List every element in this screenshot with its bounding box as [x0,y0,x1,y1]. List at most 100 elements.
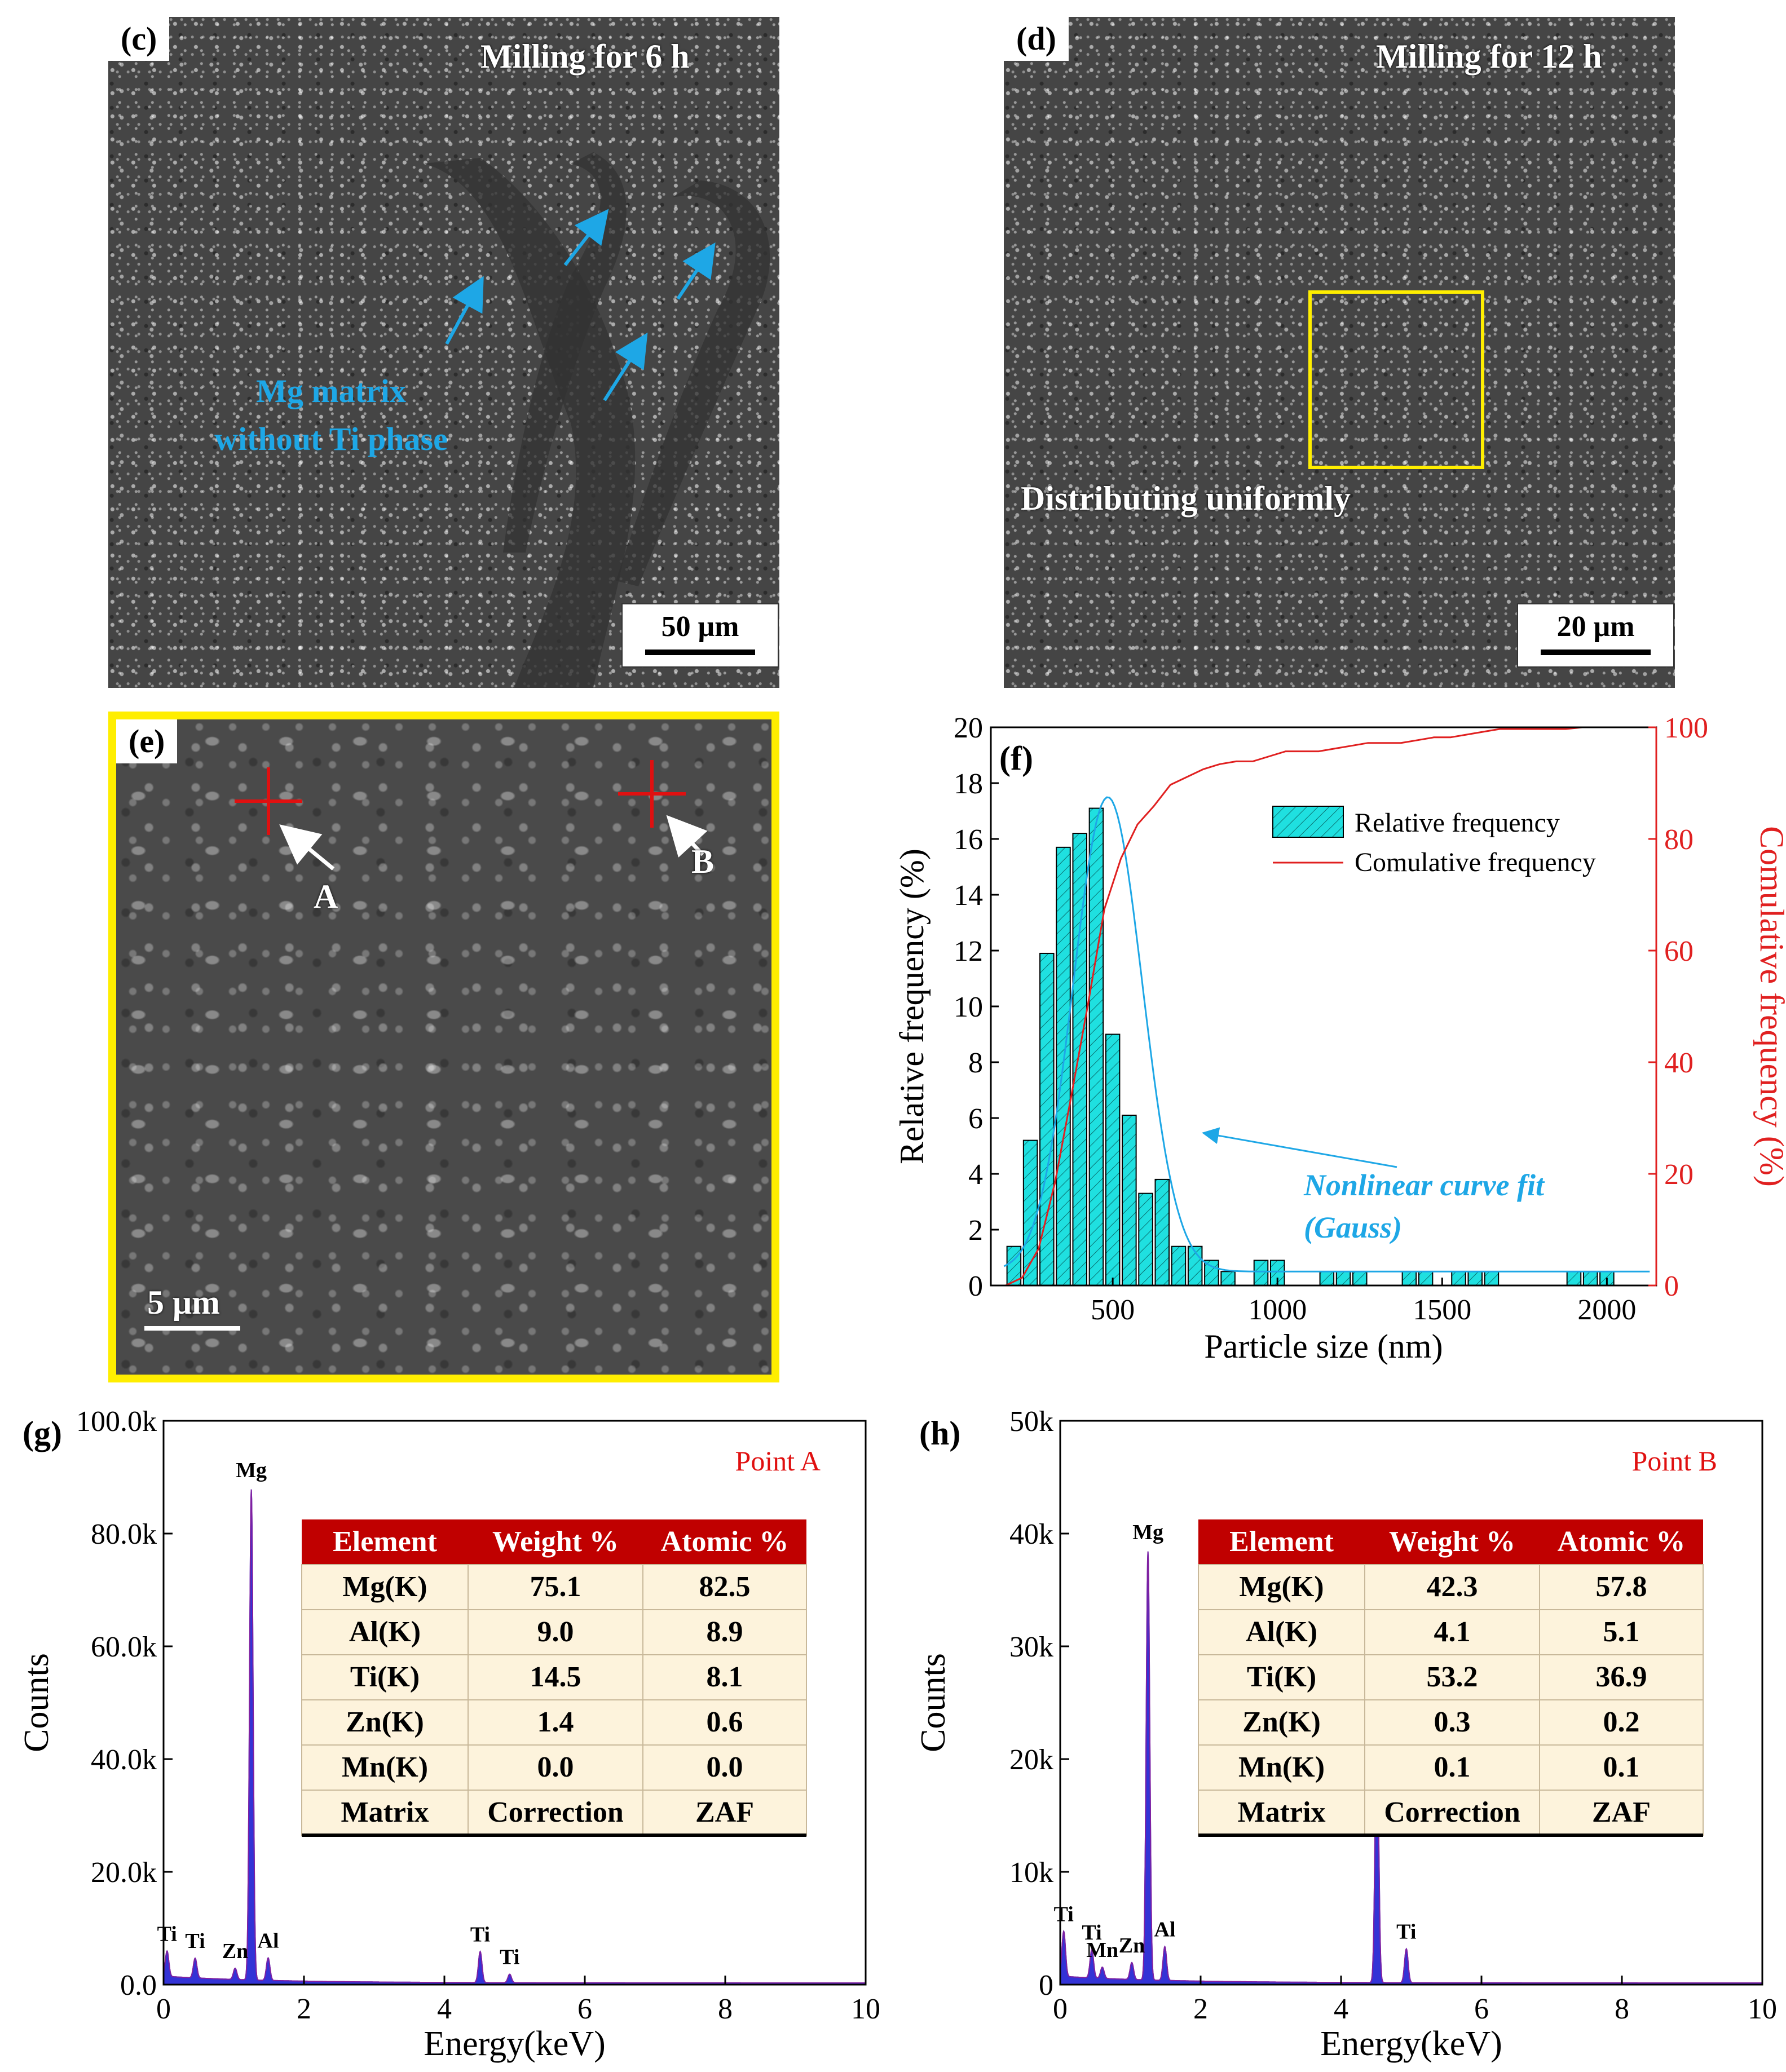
peak-label: Ti [1054,1902,1074,1926]
ytick-label-f: 18 [954,768,983,800]
point-a-label: A [314,878,338,915]
ytick-label-f: 12 [954,935,983,967]
crosshair-a [235,767,302,835]
histogram-bar [1138,1192,1153,1287]
histogram-bar [1253,1260,1269,1287]
legend-bar-swatch [1272,806,1344,838]
panel-label-e: (e) [116,719,178,763]
table-cell: Al(K) [1246,1616,1317,1648]
ytick-label-f: 16 [954,824,983,856]
panel-label-f: (f) [999,740,1033,777]
histogram-bar [1335,1271,1351,1286]
table-cell: Matrix [341,1796,429,1828]
arrow-b [666,815,708,858]
crosshair-b [618,760,686,828]
legend-relative: Relative frequency [1355,808,1560,838]
peak-label: Mg [1132,1521,1163,1544]
ytick-label: 0.0 [120,1969,157,2002]
table-cell: 0.1 [1434,1751,1471,1783]
table-row [1198,1654,1704,1700]
ylabel-right-f: Comulative frequency (%) [1753,826,1786,1187]
xtick-label: 0 [156,1993,171,2025]
point-title: Point A [735,1445,821,1477]
histogram-bar [1171,1245,1187,1287]
scalebar-d: 20 μm [1517,603,1674,668]
histogram-bar [1122,1115,1137,1286]
xtick-label: 4 [1334,1993,1348,2025]
xtick-label: 6 [577,1993,592,2025]
point-title: Point B [1632,1445,1717,1477]
xtick-label-f: 1500 [1413,1294,1471,1326]
xtick-label: 4 [437,1993,452,2025]
histogram-bar [1451,1271,1466,1286]
table-cell: 1.4 [537,1706,574,1738]
ytick-label: 50k [1009,1406,1053,1438]
ytick-label-f: 4 [968,1159,983,1191]
table-cell: Matrix [1238,1796,1326,1828]
ytick-right-label-f: 60 [1664,935,1694,967]
peak-label: Zn [222,1940,248,1963]
table-cell: 0.6 [707,1706,743,1738]
table-header-row [1198,1519,1703,1565]
table-cell: Al(K) [349,1616,421,1648]
peak-label: Ti [185,1929,205,1953]
histogram-bar [1220,1271,1236,1286]
ytick-label: 100.0k [76,1406,157,1438]
table-row [301,1654,807,1700]
annotation-d: Distributing uniformly [1021,480,1351,517]
ytick-label: 40.0k [91,1744,157,1776]
ytick-right-label-f: 80 [1664,824,1694,856]
peak-label: Ti [157,1922,177,1946]
annotation-c-line1: Mg matrix [256,373,406,409]
table-row [301,1564,807,1610]
xtick-label: 0 [1053,1993,1068,2025]
histogram-bar [1319,1271,1335,1286]
peak-label: Ti [470,1923,490,1946]
table-cell: Correction [1384,1796,1520,1828]
scalebar-c-label: 50 μm [661,611,739,643]
condition-c: Milling for 6 h [480,38,690,75]
histogram-bar [1088,807,1104,1287]
ytick-right-label-f: 0 [1664,1270,1679,1302]
table-header-cell: Element [333,1526,438,1558]
ylabel-f: Relative frequency (%) [893,849,931,1164]
table-cell: 36.9 [1596,1661,1647,1693]
xtick-label: 6 [1474,1993,1489,2025]
table-cell: Mg(K) [342,1571,427,1603]
table-cell: Correction [487,1796,624,1828]
table-cell: 8.1 [707,1661,743,1693]
peak-label: Ti [1396,1920,1416,1944]
peak-label: Zn [1119,1934,1145,1958]
table-cell: 82.5 [699,1571,751,1603]
ytick-label: 40k [1009,1518,1053,1550]
ytick-label: 80.0k [91,1518,157,1550]
table-cell: 9.0 [537,1616,574,1648]
histogram-bar [1039,952,1055,1286]
table-cell: 42.3 [1427,1571,1478,1603]
histogram-bar [1418,1271,1434,1286]
xtick-label: 2 [1193,1993,1208,2025]
histogram-bar [1072,833,1087,1287]
ytick-right-label-f: 20 [1664,1159,1694,1191]
ylabel: Counts [17,1653,56,1752]
table-cell: 57.8 [1596,1571,1647,1603]
plot-frame [1059,1420,1763,1986]
histogram-bar [1352,1271,1368,1286]
peak-label: Al [258,1929,279,1953]
chart-f: 0 2 4 6 8 10 12 14 16 18 20 0 20 40 60 80 100 500 1000 1500… [893,712,1786,1365]
annotation-c-line2: without Ti phase [214,421,448,457]
plot-frame [162,1420,867,1986]
table-cell: 75.1 [530,1571,581,1603]
ytick-label-f: 14 [954,880,983,912]
table-row [301,1699,807,1746]
table-cell: 0.2 [1603,1706,1640,1738]
table-cell: Ti(K) [350,1661,420,1693]
sem-image-e: (e) A B 5 μm [108,712,779,1382]
arrow-4 [676,242,716,300]
table-header-cell: Weight % [1389,1526,1515,1558]
fit-label-line1: Nonlinear curve fit [1303,1168,1545,1202]
xtick-label: 2 [297,1993,311,2025]
ytick-label: 10k [1009,1857,1053,1889]
table-header-cell: Atomic % [1558,1526,1686,1558]
sem-image-d: (d) Milling for 12 h Distributing unifor… [1004,17,1675,688]
